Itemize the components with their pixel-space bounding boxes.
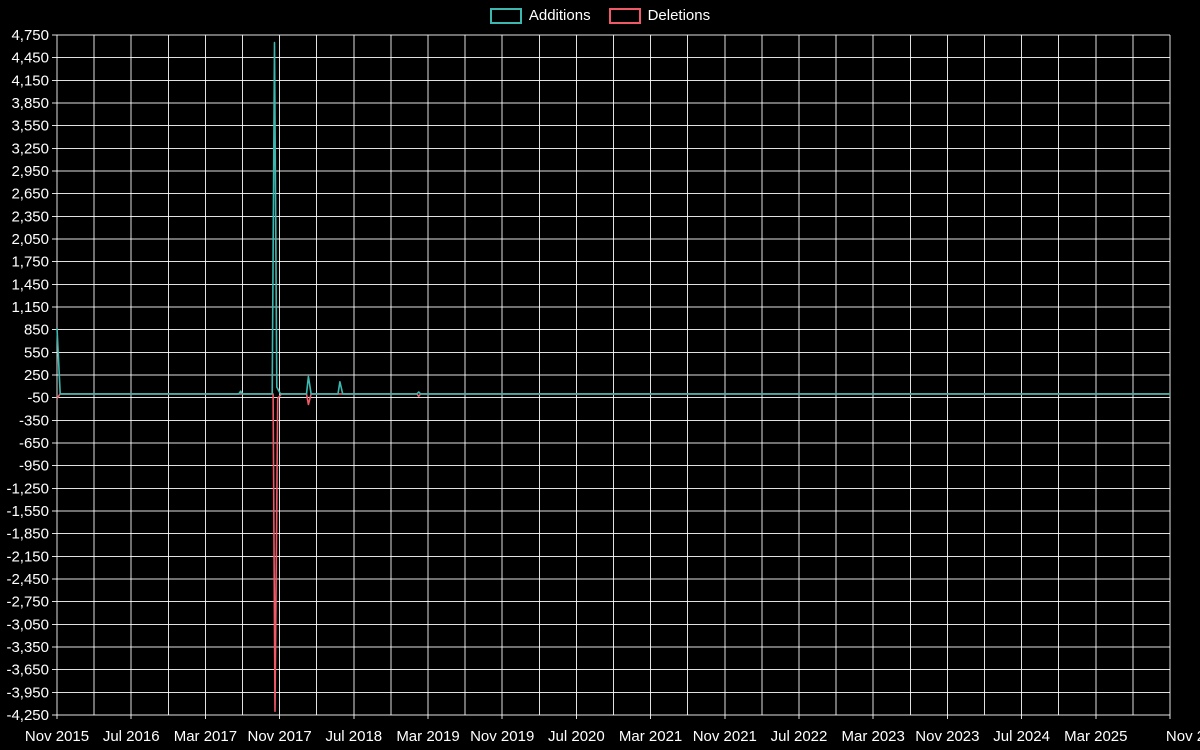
svg-text:Nov 2025: Nov 2025 <box>1166 728 1200 745</box>
svg-text:-4,250: -4,250 <box>6 707 49 724</box>
svg-text:Nov 2015: Nov 2015 <box>25 728 89 745</box>
svg-text:-1,550: -1,550 <box>6 503 49 520</box>
svg-text:2,350: 2,350 <box>11 208 49 225</box>
svg-text:1,150: 1,150 <box>11 299 49 316</box>
svg-text:Mar 2021: Mar 2021 <box>619 728 682 745</box>
svg-text:-950: -950 <box>19 458 49 475</box>
grid-lines <box>56 34 1171 716</box>
svg-text:-2,150: -2,150 <box>6 548 49 565</box>
axis-ticks <box>52 34 1171 719</box>
svg-text:1,750: 1,750 <box>11 254 49 271</box>
svg-text:250: 250 <box>24 367 49 384</box>
svg-text:4,150: 4,150 <box>11 72 49 89</box>
svg-text:-3,950: -3,950 <box>6 684 49 701</box>
svg-text:Nov 2023: Nov 2023 <box>915 728 979 745</box>
legend-item-additions[interactable]: Additions <box>489 7 591 24</box>
svg-text:-2,450: -2,450 <box>6 571 49 588</box>
svg-text:-350: -350 <box>19 412 49 429</box>
svg-text:Mar 2017: Mar 2017 <box>174 728 237 745</box>
svg-text:-1,850: -1,850 <box>6 526 49 543</box>
svg-text:2,650: 2,650 <box>11 186 49 203</box>
svg-text:Jul 2016: Jul 2016 <box>103 728 160 745</box>
y-axis-labels: 4,750 4,450 4,150 3,850 3,550 3,250 2,950 2,650… <box>6 27 49 724</box>
additions-line <box>56 41 1170 395</box>
svg-text:-3,350: -3,350 <box>6 639 49 656</box>
svg-text:4,450: 4,450 <box>11 50 49 67</box>
svg-text:Jul 2024: Jul 2024 <box>993 728 1050 745</box>
svg-text:850: 850 <box>24 322 49 339</box>
svg-text:-1,250: -1,250 <box>6 480 49 497</box>
svg-text:-50: -50 <box>27 390 49 407</box>
svg-text:Nov 2019: Nov 2019 <box>470 728 534 745</box>
svg-text:2,950: 2,950 <box>11 163 49 180</box>
svg-text:2,050: 2,050 <box>11 231 49 248</box>
svg-text:Nov 2021: Nov 2021 <box>693 728 757 745</box>
svg-text:-650: -650 <box>19 435 49 452</box>
svg-text:-3,650: -3,650 <box>6 662 49 679</box>
svg-text:-2,750: -2,750 <box>6 594 49 611</box>
svg-text:3,550: 3,550 <box>11 118 49 135</box>
svg-text:Mar 2023: Mar 2023 <box>842 728 905 745</box>
legend-item-deletions[interactable]: Deletions <box>608 7 711 24</box>
svg-text:-3,050: -3,050 <box>6 616 49 633</box>
svg-text:Mar 2025: Mar 2025 <box>1064 728 1127 745</box>
legend-label-deletions: Deletions <box>647 7 711 24</box>
svg-text:Jul 2022: Jul 2022 <box>771 728 828 745</box>
x-axis-labels: Nov 2015 Jul 2016 Mar 2017 Nov 2017 Jul 2018… <box>25 728 1200 745</box>
svg-text:Mar 2019: Mar 2019 <box>396 728 459 745</box>
legend: Additions Deletions <box>0 7 1200 24</box>
svg-text:3,850: 3,850 <box>11 95 49 112</box>
svg-text:1,450: 1,450 <box>11 276 49 293</box>
deletions-swatch-icon <box>608 7 641 24</box>
svg-text:4,750: 4,750 <box>11 27 49 44</box>
additions-swatch-icon <box>489 7 522 24</box>
svg-text:Nov 2017: Nov 2017 <box>247 728 311 745</box>
svg-text:550: 550 <box>24 344 49 361</box>
svg-text:3,250: 3,250 <box>11 140 49 157</box>
svg-text:Jul 2020: Jul 2020 <box>548 728 605 745</box>
svg-text:Jul 2018: Jul 2018 <box>325 728 382 745</box>
legend-label-additions: Additions <box>528 7 591 24</box>
